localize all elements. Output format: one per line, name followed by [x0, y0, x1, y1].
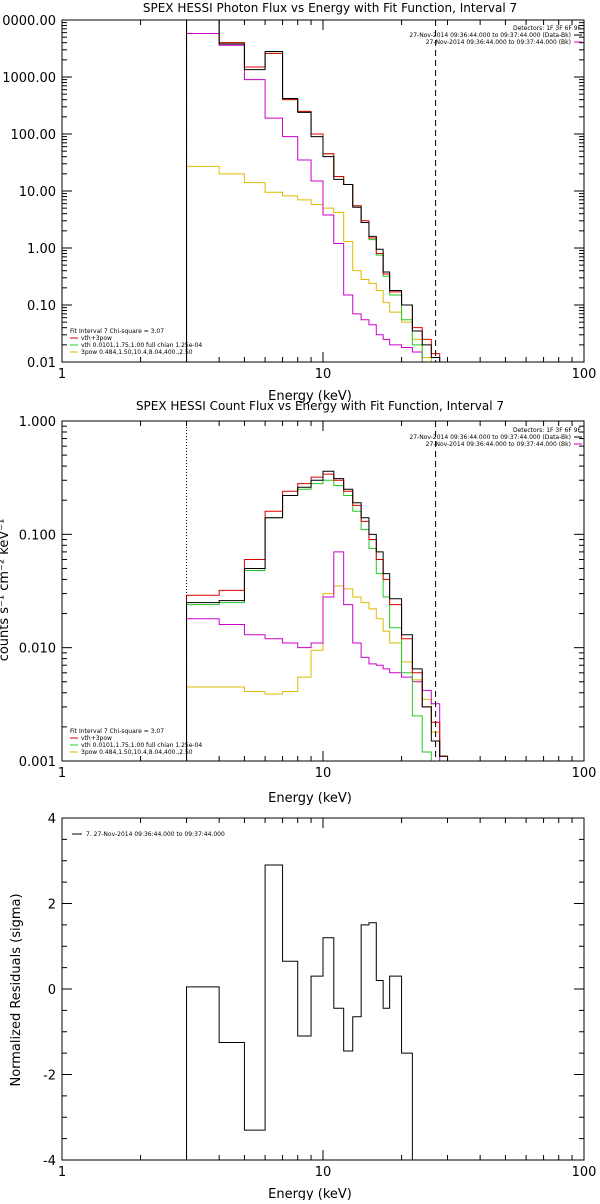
series-7-27-nov-2014-09-36-44-000-to-09-37-44-000 [186, 864, 413, 1160]
count-flux-axes: 1 10 100 1.000 0.100 0.010 0.001 [19, 415, 597, 781]
count-flux-panel: SPEX HESSI Count Flux vs Energy with Fit… [0, 399, 596, 806]
y-tick-label: 10.00 [19, 185, 56, 200]
series-3pow [186, 32, 448, 362]
y-tick-label: 0.01 [27, 356, 56, 371]
legend-bottom-left-entry: vth+3pow [81, 735, 112, 742]
x-tick-label: 10 [315, 367, 332, 382]
y-tick-label: 1000.00 [2, 71, 56, 86]
residuals-series-group [186, 864, 413, 1160]
residuals-ylabel: Normalized Residuals (sigma) [9, 893, 24, 1086]
y-tick-label: 0.010 [19, 642, 56, 657]
y-tick-label: 2 [48, 898, 56, 913]
y-tick-label: 1.00 [27, 242, 56, 257]
count-flux-xlabel: Energy (keV) [268, 791, 352, 806]
x-tick-label: 100 [572, 766, 597, 781]
photon-flux-axes: 1 10 100 0000.00 1000.00 100.00 10.00 1.00 0.10 0… [2, 14, 596, 382]
y-tick-label: 100.00 [11, 128, 57, 143]
x-tick-label: 100 [572, 367, 597, 382]
legend-bottom-left-entry: 3pow 0.484,1.50,10.4,8.04,400.,2.50 [81, 349, 193, 356]
count-flux-plot-frame [61, 420, 585, 762]
photon-flux-series-group [186, 20, 448, 362]
x-tick-label: 1 [58, 367, 66, 382]
count-flux-title: SPEX HESSI Count Flux vs Energy with Fit… [136, 399, 504, 413]
residuals-plot-frame [61, 817, 585, 1161]
residuals-xlabel: Energy (keV) [268, 1187, 352, 1200]
series-data-bk [186, 20, 448, 362]
legend-top-right-entry: 27-Nov-2014 09:36:44.000 to 09:37:44.000… [409, 32, 571, 39]
legend-bottom-left-entry: vth 0.0101,1.75,1.00 full chian 1.25e-04 [81, 742, 202, 749]
y-tick-label: 0000.00 [2, 14, 56, 29]
y-tick-label: 0.10 [27, 299, 56, 314]
count-flux-series-group [186, 421, 449, 761]
x-tick-label: 100 [572, 1165, 597, 1180]
photon-flux-plot-frame [61, 19, 585, 363]
legend-top-left-entry: 7. 27-Nov-2014 09:36:44.000 to 09:37:44.… [86, 831, 225, 838]
y-tick-label: 0.001 [19, 755, 56, 770]
series-vth-3pow [186, 473, 449, 761]
legend-bottom-left-entry: Fit Interval 7 Chi-square = 3.07 [70, 328, 164, 335]
legend-bottom-left-entry: Fit Interval 7 Chi-square = 3.07 [70, 728, 164, 735]
legend-top-right-entry: Detectors: 1F 3F 6F 9F [513, 427, 582, 434]
legend-bottom-left-entry: 3pow 0.484,1.50,10.4,8.04,400.,2.50 [81, 749, 193, 756]
photon-flux-panel: SPEX HESSI Photon Flux vs Energy with Fi… [2, 1, 596, 404]
legend-bottom-left-entry: vth+3pow [81, 335, 112, 342]
legend-top-right-entry: 27-Nov-2014 09:36:44.000 to 09:37:44.000… [426, 39, 571, 46]
x-tick-label: 1 [58, 766, 66, 781]
count-flux-ylabel: counts s⁻¹ cm⁻² keV⁻¹ [0, 519, 12, 662]
legend-bottom-left-entry: vth 0.0101,1.75,1.00 full chian 1.25e-04 [81, 342, 202, 349]
series-data-bk [186, 470, 449, 761]
residuals-panel: Energy (keV) Normalized Residuals (sigma… [9, 812, 597, 1202]
legend-top-right-entry: 27-Nov-2014 09:36:44.000 to 09:37:44.000… [426, 441, 571, 448]
y-tick-label: 0 [48, 983, 56, 998]
legend-top-right-entry: 27-Nov-2014 09:36:44.000 to 09:37:44.000… [409, 434, 571, 441]
y-tick-label: 0.100 [19, 528, 56, 543]
y-tick-label: -2 [43, 1069, 56, 1084]
photon-flux-xlabel: Energy (keV) [268, 389, 352, 404]
y-tick-label: 1.000 [19, 415, 56, 430]
residuals-legend: 7. 27-Nov-2014 09:36:44.000 to 09:37:44.… [72, 831, 225, 838]
x-tick-label: 10 [315, 1165, 332, 1180]
y-tick-label: -4 [43, 1154, 56, 1169]
photon-flux-title: SPEX HESSI Photon Flux vs Energy with Fi… [143, 1, 517, 15]
legend-top-right-entry: Detectors: 1F 3F 6F 9F [513, 25, 582, 32]
x-tick-label: 10 [315, 766, 332, 781]
x-tick-label: 1 [58, 1165, 66, 1180]
y-tick-label: 4 [48, 812, 56, 827]
